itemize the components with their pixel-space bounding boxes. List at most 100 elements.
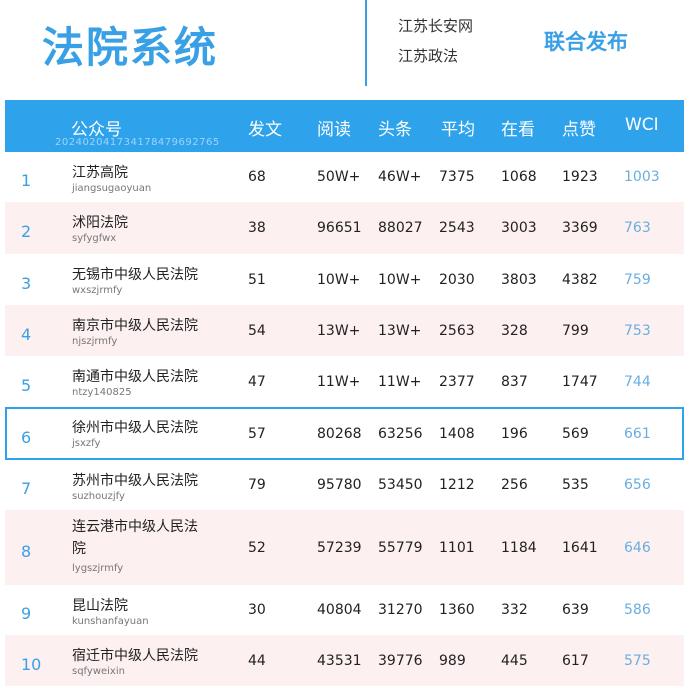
cell-watching: 3003 [501,220,537,236]
cell-headline: 55779 [378,540,423,556]
col-posts: 发文 [248,120,282,140]
cell-posts: 54 [248,323,266,339]
cell-likes: 535 [562,477,589,493]
cell-wci: 656 [624,477,651,493]
cell-posts: 57 [248,426,266,442]
table-row: 6 徐州市中级人民法院 jsxzfy 57 80268 63256 1408 196 569 66… [5,407,684,460]
account-name: 无锡市中级人民法院 [72,267,198,283]
cell-likes: 617 [562,653,589,669]
table-body: 1 江苏高院 jiangsugaoyuan 68 50W+ 46W+ 7375 1068 192… [5,152,684,686]
cell-reads: 95780 [317,477,362,493]
table-row: 2 沭阳法院 syfygfwx 38 96651 88027 2543 3003 3369 763 [5,202,684,254]
col-likes: 点赞 [562,120,596,140]
account-id: sqfyweixin [72,666,125,677]
ranking-table: 公众号 20240204173417847969276​5 发文 阅读 头条 平… [5,100,684,686]
cell-wci: 661 [624,426,651,442]
rank-number: 1 [21,171,32,190]
cell-watching: 1184 [501,540,537,556]
cell-reads: 80268 [317,426,362,442]
account-name: 连云港市中级人民法院 [72,519,198,557]
cell-likes: 1641 [562,540,598,556]
account-id: jsxzfy [72,438,101,449]
cell-wci: 744 [624,374,651,390]
col-account-sub: 20240204173417847969276​5 [55,137,220,148]
cell-watching: 3803 [501,272,537,288]
cell-reads: 43531 [317,653,362,669]
cell-average: 2030 [439,272,475,288]
rank-number: 5 [21,376,32,395]
cell-headline: 13W+ [378,323,422,339]
account-id: syfygfwx [72,233,117,244]
table-row: 7 苏州市中级人民法院 suzhouzjfy 79 95780 53450 1212 256 5… [5,460,684,510]
table-row: 4 南京市中级人民法院 njszjrmfy 54 13W+ 13W+ 2563 328 799 7… [5,305,684,356]
cell-posts: 44 [248,653,266,669]
account-name: 宿迁市中级人民法院 [72,648,198,664]
account-name: 南通市中级人民法院 [72,369,198,385]
cell-likes: 569 [562,426,589,442]
cell-posts: 68 [248,169,266,185]
cell-reads: 50W+ [317,169,361,185]
cell-wci: 753 [624,323,651,339]
rank-number: 10 [21,655,42,674]
cell-headline: 63256 [378,426,423,442]
cell-headline: 11W+ [378,374,422,390]
account-id: jiangsugaoyuan [72,183,152,194]
account-id: kunshanfayuan [72,616,149,627]
cell-posts: 52 [248,540,266,556]
rank-number: 2 [21,222,32,241]
rank-number: 8 [21,542,32,561]
cell-headline: 10W+ [378,272,422,288]
cell-likes: 4382 [562,272,598,288]
rank-number: 6 [21,428,32,447]
cell-headline: 53450 [378,477,423,493]
account-id: wxszjrmfy [72,285,123,296]
rank-number: 7 [21,479,32,498]
cell-reads: 13W+ [317,323,361,339]
rank-number: 4 [21,325,32,344]
account-name: 沭阳法院 [72,215,128,231]
table-row: 10 宿迁市中级人民法院 sqfyweixin 44 43531 39776 989 445 6… [5,635,684,686]
rank-number: 9 [21,604,32,623]
cell-reads: 10W+ [317,272,361,288]
cell-reads: 40804 [317,602,362,618]
cell-likes: 799 [562,323,589,339]
cell-headline: 39776 [378,653,423,669]
cell-likes: 639 [562,602,589,618]
account-id: ntzy140825 [72,387,132,398]
cell-headline: 88027 [378,220,423,236]
cell-average: 7375 [439,169,475,185]
cell-wci: 586 [624,602,651,618]
cell-watching: 332 [501,602,528,618]
cell-watching: 256 [501,477,528,493]
cell-watching: 1068 [501,169,537,185]
table-header: 公众号 20240204173417847969276​5 发文 阅读 头条 平… [5,100,684,152]
source-name-2: 江苏政法 [398,47,459,65]
col-wci: WCI [625,115,659,135]
page-title: 法院系统 [42,23,219,72]
cell-reads: 11W+ [317,374,361,390]
cell-likes: 1747 [562,374,598,390]
cell-headline: 46W+ [378,169,422,185]
cell-wci: 1003 [624,169,660,185]
cell-wci: 646 [624,540,651,556]
cell-wci: 759 [624,272,651,288]
cell-watching: 328 [501,323,528,339]
col-reads: 阅读 [317,120,351,140]
cell-average: 989 [439,653,466,669]
cell-posts: 30 [248,602,266,618]
page-header: 法院系统 江苏长安网 江苏政法 联合发布 [0,0,689,100]
cell-reads: 96651 [317,220,362,236]
cell-average: 1212 [439,477,475,493]
cell-watching: 837 [501,374,528,390]
account-id: lygszjrmfy [72,563,124,574]
cell-reads: 57239 [317,540,362,556]
table-row: 3 无锡市中级人民法院 wxszjrmfy 51 10W+ 10W+ 2030 3803 438… [5,254,684,305]
table-row: 1 江苏高院 jiangsugaoyuan 68 50W+ 46W+ 7375 1068 192… [5,152,684,202]
account-name: 江苏高院 [72,165,128,181]
cell-likes: 3369 [562,220,598,236]
col-account: 公众号 [71,120,122,140]
account-name: 徐州市中级人民法院 [72,420,198,436]
header-divider [365,0,367,86]
cell-wci: 575 [624,653,651,669]
account-name: 苏州市中级人民法院 [72,473,198,489]
